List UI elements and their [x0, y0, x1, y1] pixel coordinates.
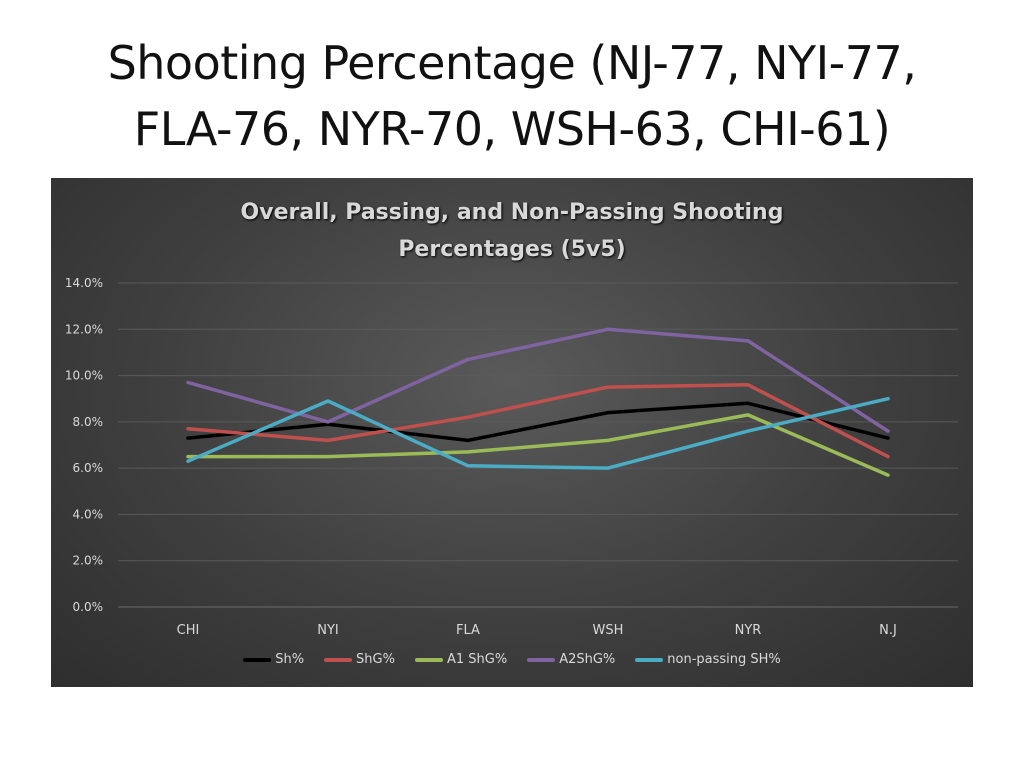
x-tick-label: WSH: [593, 623, 624, 638]
legend-label: ShG%: [356, 652, 395, 667]
line-chart: 0.0% 2.0% 4.0% 6.0% 8.0% 10.0% 12.0% 14.0% CHI NY…: [65, 276, 958, 638]
legend-swatch: [635, 657, 664, 662]
series-line: [186, 327, 890, 433]
legend-item: ShG%: [324, 652, 395, 667]
chart-legend: Sh% ShG% A1 ShG% A2ShG% non-passing SH%: [51, 652, 973, 667]
chart-title: Overall, Passing, and Non-Passing Shooti…: [51, 194, 973, 268]
y-tick-label: 8.0%: [73, 415, 104, 429]
slide-title: Shooting Percentage (NJ-77, NYI-77, FLA-…: [40, 30, 984, 162]
series-line: [186, 396, 890, 470]
x-tick-label: FLA: [456, 623, 480, 638]
legend-item: Sh%: [243, 652, 304, 667]
y-tick-label: 2.0%: [73, 554, 104, 568]
legend-label: A1 ShG%: [446, 652, 508, 667]
slide-title-line-2: FLA-76, NYR-70, WSH-63, CHI-61): [133, 102, 891, 156]
chart-panel: 0.0% 2.0% 4.0% 6.0% 8.0% 10.0% 12.0% 14.0% CHI NY…: [51, 178, 973, 687]
x-tick-label: NYR: [735, 623, 762, 638]
x-tick-label: NYI: [317, 623, 339, 638]
chart-title-line-1: Overall, Passing, and Non-Passing Shooti…: [240, 200, 784, 225]
legend-swatch: [527, 657, 556, 662]
series-line: [186, 401, 890, 443]
legend-item: A1 ShG%: [414, 652, 508, 667]
y-tick-label: 14.0%: [65, 276, 103, 290]
series-line: [186, 383, 890, 459]
legend-label: Sh%: [275, 652, 305, 667]
y-tick-label: 4.0%: [73, 507, 104, 521]
legend-swatch: [324, 657, 353, 662]
legend-label: A2ShG%: [559, 652, 616, 667]
y-tick-label: 6.0%: [73, 461, 104, 475]
legend-item: A2ShG%: [527, 652, 615, 667]
x-tick-label: CHI: [177, 623, 200, 638]
y-tick-label: 0.0%: [73, 600, 104, 614]
chart-title-line-2: Percentages (5v5): [398, 237, 626, 262]
legend-label: non-passing SH%: [667, 652, 781, 667]
legend-swatch: [414, 657, 443, 662]
y-tick-label: 10.0%: [65, 369, 103, 383]
legend-item: non-passing SH%: [635, 652, 781, 667]
legend-swatch: [243, 657, 272, 662]
slide-title-line-1: Shooting Percentage (NJ-77, NYI-77,: [107, 36, 917, 90]
x-tick-label: N.J: [879, 623, 897, 638]
y-tick-label: 12.0%: [65, 322, 103, 336]
